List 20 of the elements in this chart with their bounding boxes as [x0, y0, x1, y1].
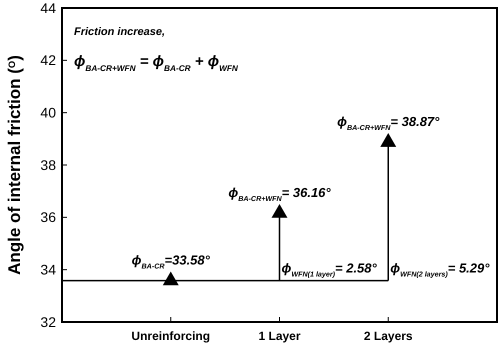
annotation: ϕ$_{BA-CR}$=33.58°: [132, 252, 211, 271]
y-tick-label: 38: [40, 156, 56, 173]
point: [272, 204, 288, 218]
point: [380, 133, 396, 147]
y-tick-label: 44: [40, 0, 56, 16]
annotation: ϕ$_{BA-CR+WFN}$= 36.16°: [228, 185, 332, 204]
y-tick-label: 34: [40, 262, 56, 278]
point: [162, 271, 179, 286]
x-tick-label: Unreinforcing: [131, 329, 210, 343]
annotation: ϕ$_{BA-CR+WFN}$= 38.87°: [337, 114, 440, 132]
annotation: ϕ$_{WFN(1 layer)}$= 2.58°: [282, 260, 378, 279]
x-tick-label: 2 Layers: [364, 329, 413, 343]
y-tick-label: 40: [40, 104, 56, 121]
annotation: ϕ$_{WFN(2 layers)}$= 5.29°: [390, 260, 490, 279]
annotation: ϕ$_{BA-CR+WFN}$ = ϕ$_{BA-CR}$ + ϕ$_{WFN}$: [74, 53, 239, 72]
y-tick-label: 32: [40, 314, 56, 330]
y-tick-label: 36: [40, 209, 56, 226]
y-tick-label: 42: [40, 52, 56, 68]
annotation: Friction increase,: [74, 26, 166, 38]
x-tick-label: 1 Layer: [258, 329, 301, 343]
